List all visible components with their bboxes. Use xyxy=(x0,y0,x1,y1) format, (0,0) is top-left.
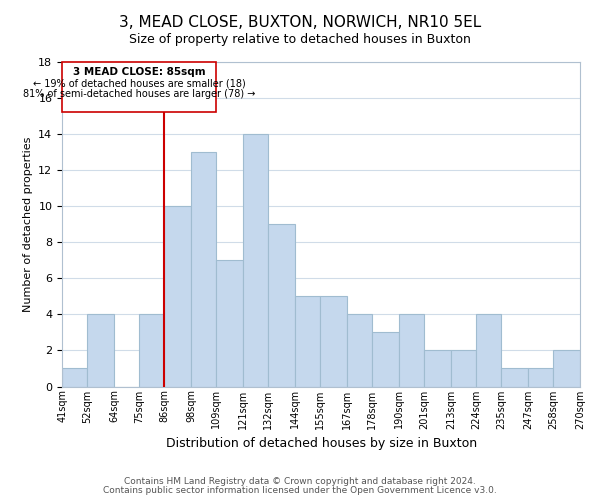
FancyBboxPatch shape xyxy=(62,62,216,112)
Text: 3, MEAD CLOSE, BUXTON, NORWICH, NR10 5EL: 3, MEAD CLOSE, BUXTON, NORWICH, NR10 5EL xyxy=(119,15,481,30)
Bar xyxy=(399,314,424,386)
Text: 3 MEAD CLOSE: 85sqm: 3 MEAD CLOSE: 85sqm xyxy=(73,67,205,77)
Bar xyxy=(191,152,216,386)
Text: 81% of semi-detached houses are larger (78) →: 81% of semi-detached houses are larger (… xyxy=(23,90,255,100)
Bar xyxy=(528,368,553,386)
Bar xyxy=(372,332,399,386)
Bar xyxy=(216,260,243,386)
Text: Size of property relative to detached houses in Buxton: Size of property relative to detached ho… xyxy=(129,32,471,46)
Y-axis label: Number of detached properties: Number of detached properties xyxy=(23,136,33,312)
Bar xyxy=(62,368,87,386)
Bar xyxy=(139,314,164,386)
Text: ← 19% of detached houses are smaller (18): ← 19% of detached houses are smaller (18… xyxy=(32,78,245,88)
Text: Contains HM Land Registry data © Crown copyright and database right 2024.: Contains HM Land Registry data © Crown c… xyxy=(124,477,476,486)
Bar xyxy=(553,350,580,386)
Bar xyxy=(87,314,114,386)
Bar xyxy=(424,350,451,386)
Bar xyxy=(164,206,191,386)
Bar xyxy=(347,314,372,386)
Bar xyxy=(451,350,476,386)
X-axis label: Distribution of detached houses by size in Buxton: Distribution of detached houses by size … xyxy=(166,437,476,450)
Bar xyxy=(295,296,320,386)
Bar xyxy=(476,314,501,386)
Bar xyxy=(501,368,528,386)
Bar xyxy=(243,134,268,386)
Text: Contains public sector information licensed under the Open Government Licence v3: Contains public sector information licen… xyxy=(103,486,497,495)
Bar xyxy=(320,296,347,386)
Bar xyxy=(268,224,295,386)
